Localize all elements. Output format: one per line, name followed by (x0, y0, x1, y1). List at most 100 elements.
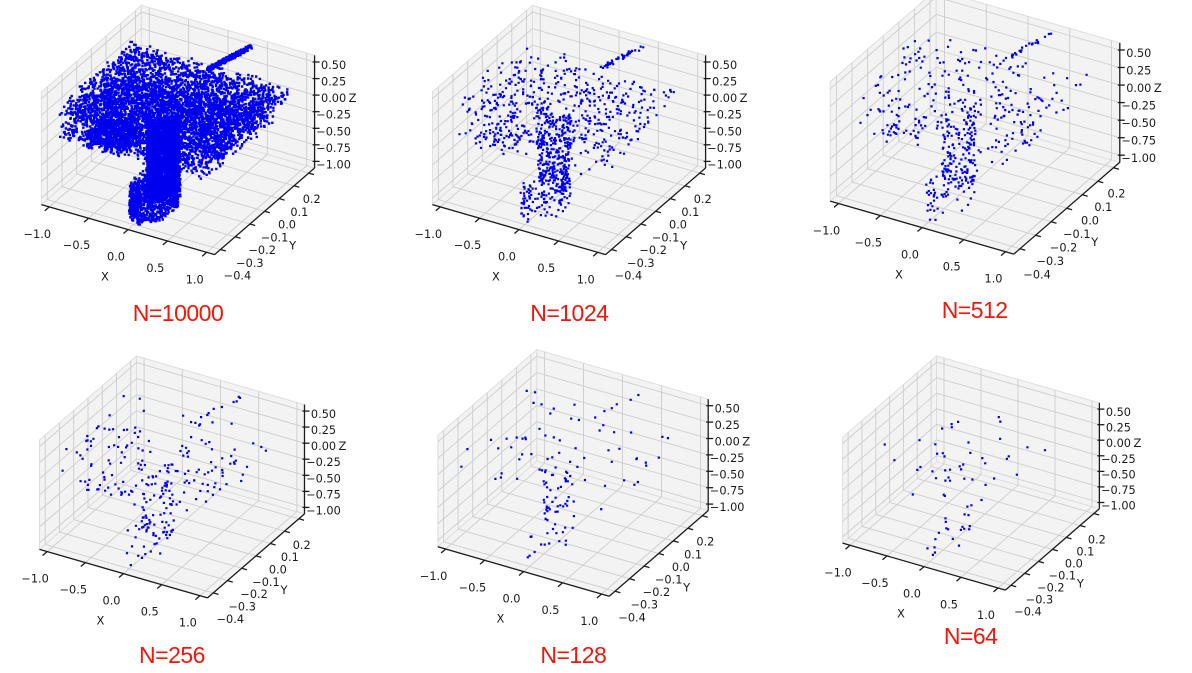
tick-label: 0.50 (311, 408, 336, 421)
tick-label: −0.50 (306, 472, 341, 485)
tick-label: −0.5 (63, 239, 90, 252)
tick-label: −1.0 (21, 572, 48, 585)
tick-label: 0.2 (303, 193, 321, 206)
tick-label: 0.0 (903, 587, 921, 600)
subplot-cell: −1.0 −0.5 0.0 0.5 1.0 0.2 0.1 0.0 −0.1 −0.2 −0.3 −0… (0, 337, 397, 673)
tick-label: 0.00 (1105, 437, 1130, 450)
tick-label: −0.1 (252, 575, 279, 588)
caption-text: N=256 (139, 641, 205, 668)
tick-label: 0.1 (290, 206, 308, 219)
tick-label: −0.1 (655, 573, 682, 586)
tick-label: −1.00 (1121, 152, 1156, 165)
axis-ticks (441, 404, 714, 598)
scatter3d-plot: −1.0−0.50.00.51.00.20.10.0−0.1−0.2−0.3−0… (415, 4, 748, 286)
axis-label: Z (1133, 436, 1141, 450)
tick-label: 0.25 (321, 76, 346, 89)
tick-label: 0.00 (715, 435, 740, 448)
tick-label: 0.2 (1087, 533, 1105, 546)
tick-label: −1.00 (708, 158, 743, 171)
axis-label: X (895, 268, 903, 282)
axis-name-labels: X Y Z (897, 436, 1141, 620)
tick-label: 0.0 (669, 219, 687, 232)
subplot-caption: N=10000 (0, 300, 377, 327)
axis-tick-labels: −1.0−0.50.00.51.00.20.10.0−0.1−0.2−0.3−0… (824, 406, 1135, 622)
tick-label: −0.25 (1101, 452, 1136, 465)
tick-label: 0.2 (697, 535, 715, 548)
tick-label: 0.5 (141, 605, 159, 618)
tick-label: 0.00 (712, 92, 737, 105)
tick-label: 0.25 (1105, 421, 1130, 434)
tick-label: 1.0 (577, 273, 595, 286)
axis-label: X (97, 613, 105, 627)
tick-label: −0.50 (710, 468, 745, 481)
subplot-cell: −1.0 −0.5 0.0 0.5 1.0 0.2 0.1 0.0 −0.1 −0.2 −0.3 −0… (795, 337, 1192, 673)
tick-label: −0.5 (60, 583, 87, 596)
subplot-caption: N=256 (0, 642, 371, 669)
tick-label: −0.1 (1063, 228, 1090, 241)
axis-label: Y (279, 582, 288, 596)
tick-label: 0.1 (684, 548, 702, 561)
scatter3d-plot: −1.0−0.50.00.51.00.20.10.0−0.1−0.2−0.3−0… (21, 354, 347, 629)
scatter3d-plot: −1.0−0.50.00.51.00.20.10.0−0.1−0.2−0.3−0… (812, 0, 1162, 286)
tick-label: −0.4 (1023, 269, 1050, 282)
axis-label: Z (743, 434, 751, 448)
tick-label: −0.1 (652, 231, 679, 244)
scatter-points (460, 389, 670, 558)
tick-label: 0.0 (498, 251, 516, 264)
tick-label: 0.00 (321, 92, 346, 105)
tick-label: −0.25 (306, 456, 341, 469)
tick-label: −0.3 (631, 598, 658, 611)
tick-label: −0.25 (1121, 100, 1156, 113)
tick-label: 0.0 (1081, 215, 1099, 228)
tick-label: 0.50 (712, 59, 737, 72)
tick-label: 0.0 (278, 219, 296, 232)
tick-label: 0.5 (940, 598, 958, 611)
subplot-cell: −1.0 −0.5 0.0 0.5 1.0 0.2 0.1 0.0 −0.1 −0.2 −0.3 −0… (795, 0, 1192, 337)
tick-label: −0.3 (228, 600, 255, 613)
tick-label: −0.3 (1036, 255, 1063, 268)
tick-label: 0.50 (1126, 47, 1151, 60)
tick-label: 1.0 (186, 273, 204, 286)
tick-label: −1.0 (420, 570, 447, 583)
axis-tick-labels: −1.0−0.50.00.51.00.20.10.0−0.1−0.2−0.3−0… (24, 59, 351, 286)
tick-label: −0.75 (316, 142, 351, 155)
tick-label: −1.0 (24, 228, 51, 241)
scatter-points (859, 32, 1088, 221)
subplot-caption: N=512 (776, 297, 1173, 324)
tick-label: 0.25 (311, 424, 336, 437)
tick-label: −0.4 (1014, 605, 1041, 618)
tick-label: 0.1 (281, 551, 299, 564)
axis-label: Z (339, 439, 347, 453)
scatter3d-plot: −1.0−0.50.00.51.00.20.10.0−0.1−0.2−0.3−0… (24, 4, 357, 286)
caption-text: N=64 (943, 622, 998, 649)
axis-label: Y (679, 238, 688, 252)
axis-tick-labels: −1.0−0.50.00.51.00.20.10.0−0.1−0.2−0.3−0… (420, 402, 745, 627)
tick-label: −1.0 (824, 566, 851, 579)
tick-label: −0.2 (643, 586, 670, 599)
tick-label: 1.0 (977, 609, 995, 622)
tick-label: 0.0 (269, 563, 287, 576)
tick-label: 0.0 (503, 592, 521, 605)
subplot-cell: −1.0 −0.5 0.0 0.5 1.0 0.2 0.1 0.0 −0.1 −0.2 −0.3 −0… (397, 0, 794, 337)
axes-panes (437, 348, 710, 597)
axis-name-labels: X Y Z (101, 91, 357, 284)
tick-label: −0.5 (861, 576, 888, 589)
tick-label: 1.0 (984, 273, 1002, 286)
tick-label: −0.3 (628, 257, 655, 270)
tick-label: 0.50 (1105, 406, 1130, 419)
axis-label: Z (1154, 81, 1162, 95)
tick-label: −0.4 (217, 612, 244, 625)
tick-label: 0.2 (1107, 188, 1125, 201)
tick-label: −0.75 (1121, 135, 1156, 148)
tick-label: −1.0 (415, 228, 442, 241)
axis-ticks (435, 61, 711, 257)
tick-label: 0.5 (146, 262, 164, 275)
tick-label: −0.75 (1101, 483, 1136, 496)
tick-label: −0.50 (316, 125, 351, 138)
scatter-points (58, 40, 289, 226)
axis-name-labels: X Y Z (492, 91, 748, 284)
axis-name-labels: X Y Z (497, 434, 751, 625)
tick-label: −1.00 (1101, 499, 1136, 512)
tick-label: 0.5 (542, 603, 560, 616)
